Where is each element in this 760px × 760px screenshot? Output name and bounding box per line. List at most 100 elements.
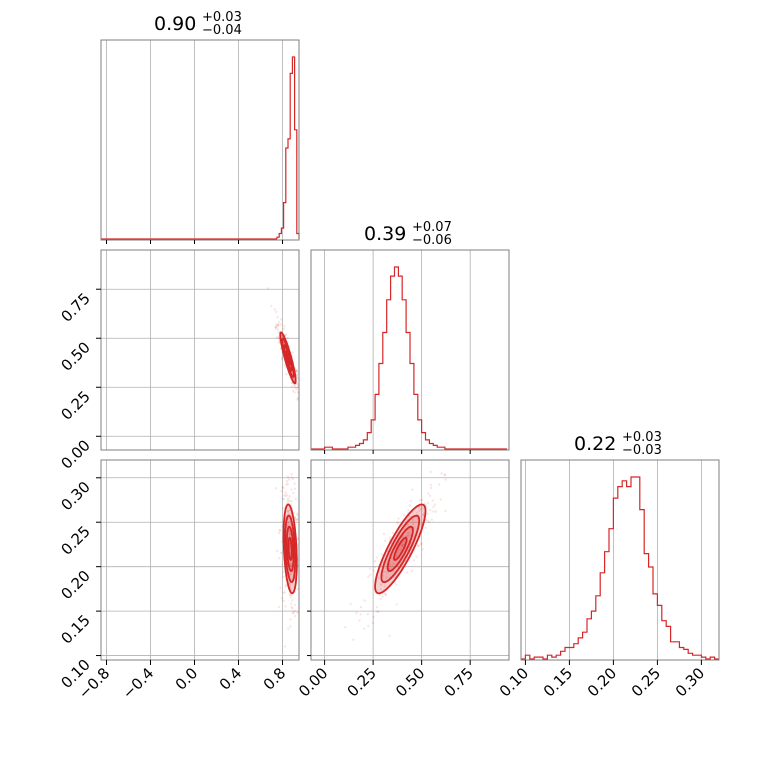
sample-point (296, 372, 299, 376)
x-tick-label: 0.4 (216, 664, 246, 694)
sample-point (276, 323, 280, 327)
sample-point (278, 557, 281, 560)
sample-point (286, 482, 289, 486)
sample-point (373, 566, 376, 569)
sample-point (286, 475, 290, 479)
sample-point (408, 504, 412, 507)
sample-point (426, 501, 430, 505)
sample-point (286, 336, 289, 340)
sample-point (288, 495, 291, 498)
sample-point (288, 533, 292, 536)
sample-point (295, 369, 298, 372)
sample-point (286, 510, 290, 514)
y-tick-label: 0.15 (57, 611, 93, 647)
sample-point (375, 606, 378, 609)
sample-point (279, 323, 283, 326)
sample-point (383, 539, 387, 543)
sample-point (363, 599, 366, 602)
sample-point (430, 518, 434, 521)
sample-point (395, 554, 398, 558)
sample-point (286, 509, 289, 513)
sample-point (293, 384, 296, 387)
sample-point (275, 323, 278, 326)
y-tick-label: 0.00 (57, 436, 93, 472)
sample-point (289, 594, 292, 597)
sample-point (400, 544, 404, 547)
sample-point (287, 509, 290, 512)
sample-point (277, 605, 281, 609)
sample-point (369, 573, 372, 576)
sample-point (296, 517, 299, 521)
sample-point (429, 470, 432, 474)
sample-point (420, 543, 423, 546)
sample-point (277, 321, 281, 324)
sample-point (410, 569, 413, 573)
sample-point (291, 599, 294, 602)
sample-point (419, 522, 423, 526)
x-tick-label: 0.8 (260, 664, 290, 694)
sample-point (349, 602, 352, 606)
sample-point (379, 588, 382, 591)
title-value: 0.39 (364, 223, 406, 245)
sample-point (281, 571, 285, 574)
sample-point (274, 326, 277, 329)
sample-point (290, 488, 293, 491)
title-value: 0.22 (574, 433, 616, 455)
contour-level (287, 536, 293, 561)
sample-point (289, 524, 292, 527)
panel-frame-1-1 (310, 249, 510, 451)
sample-point (407, 532, 410, 535)
sample-point (290, 563, 293, 566)
sample-point (294, 386, 297, 389)
contour-level (393, 536, 408, 561)
sample-point (379, 582, 383, 586)
sample-point (421, 548, 424, 551)
sample-point (443, 473, 446, 476)
sample-point (296, 587, 299, 591)
sample-point (286, 499, 289, 502)
sample-point (288, 530, 291, 533)
sample-point (376, 610, 380, 613)
contours-0-2 (282, 503, 298, 595)
sample-point (411, 518, 415, 522)
sample-point (405, 534, 409, 538)
sample-point (275, 325, 278, 328)
sample-point (406, 534, 410, 538)
sample-point (292, 611, 295, 614)
sample-point (372, 569, 375, 572)
sample-point (432, 505, 435, 509)
sample-point (303, 420, 305, 422)
sample-point (396, 521, 399, 524)
sample-point (416, 511, 419, 514)
sample-point (444, 478, 447, 481)
histogram-param-2 (324, 266, 508, 450)
sample-point (287, 497, 290, 500)
sample-point (366, 612, 370, 616)
sample-point (287, 478, 291, 481)
sample-point (282, 487, 285, 490)
sample-point (433, 503, 437, 506)
sample-point (285, 373, 288, 376)
sample-point (283, 591, 287, 594)
sample-point (291, 477, 295, 481)
title-minus-error: −0.06 (412, 233, 452, 248)
sample-point (399, 548, 402, 551)
sample-point (437, 455, 439, 457)
x-tick-label: −0.4 (119, 664, 157, 702)
sample-point (429, 508, 432, 512)
sample-point (285, 483, 288, 486)
contour-level (380, 514, 421, 584)
sample-point (280, 358, 284, 361)
histogram-param-1 (276, 56, 300, 239)
sample-point (296, 397, 299, 400)
sample-point (293, 391, 296, 394)
sample-point (290, 500, 293, 503)
sample-point (296, 376, 299, 380)
sample-point (290, 473, 293, 476)
sample-point (401, 543, 404, 547)
sample-point (400, 544, 403, 547)
sample-point (287, 520, 290, 524)
sample-point (409, 527, 412, 530)
sample-point (293, 487, 297, 490)
